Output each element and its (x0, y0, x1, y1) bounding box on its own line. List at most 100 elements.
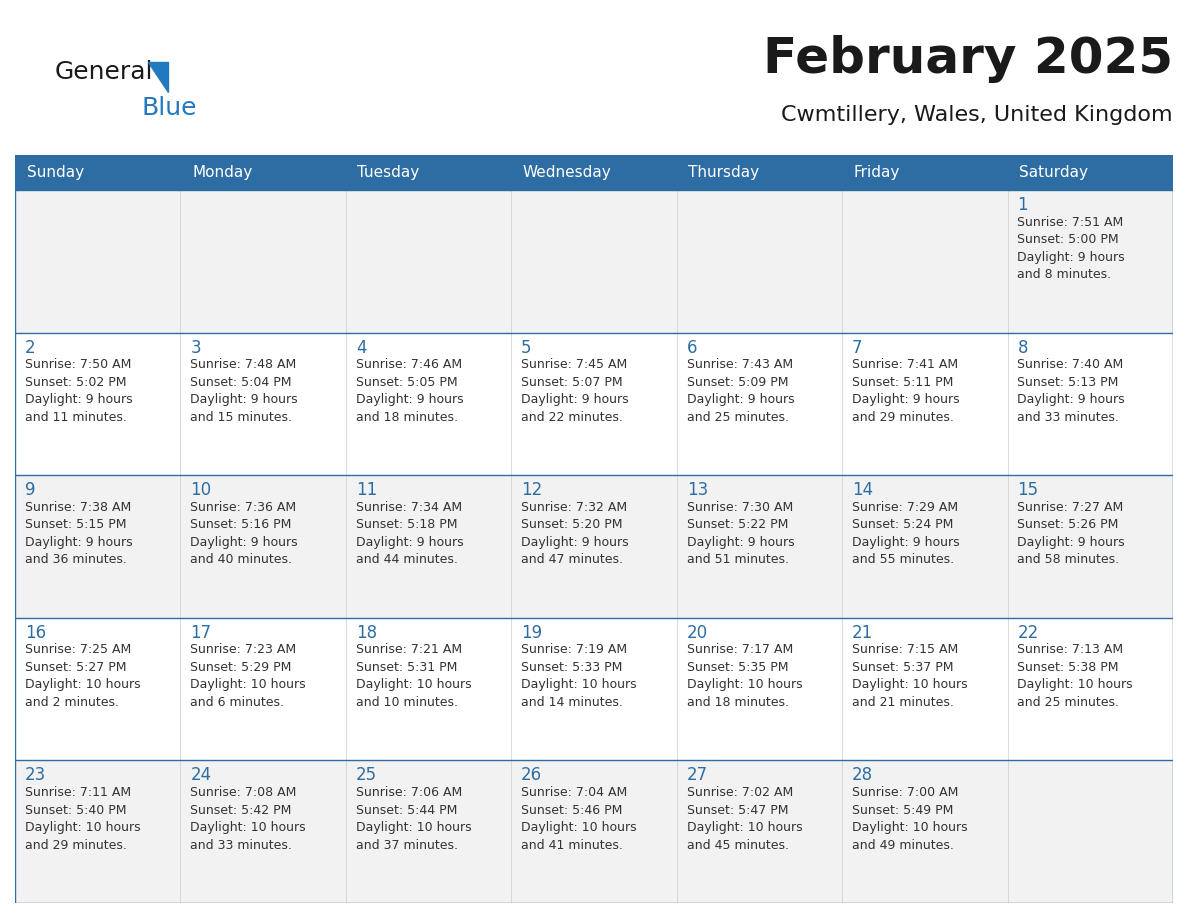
Text: 8: 8 (1017, 339, 1028, 356)
Text: 9: 9 (25, 481, 36, 499)
Text: 27: 27 (687, 767, 708, 784)
Text: Cwmtillery, Wales, United Kingdom: Cwmtillery, Wales, United Kingdom (782, 105, 1173, 125)
Bar (677, 618, 842, 760)
Text: Sunrise: 7:19 AM
Sunset: 5:33 PM
Daylight: 10 hours
and 14 minutes.: Sunrise: 7:19 AM Sunset: 5:33 PM Dayligh… (522, 644, 637, 709)
Bar (677, 190, 842, 332)
Text: 17: 17 (190, 624, 211, 642)
Bar (346, 618, 511, 760)
Text: Sunrise: 7:21 AM
Sunset: 5:31 PM
Daylight: 10 hours
and 10 minutes.: Sunrise: 7:21 AM Sunset: 5:31 PM Dayligh… (355, 644, 472, 709)
Bar (842, 476, 1007, 618)
Bar (346, 190, 511, 332)
Bar (346, 332, 511, 476)
Bar (1007, 190, 1173, 332)
Text: Sunrise: 7:02 AM
Sunset: 5:47 PM
Daylight: 10 hours
and 45 minutes.: Sunrise: 7:02 AM Sunset: 5:47 PM Dayligh… (687, 786, 802, 852)
Bar (842, 618, 1007, 760)
Text: 26: 26 (522, 767, 543, 784)
Text: 14: 14 (852, 481, 873, 499)
Bar (181, 760, 346, 903)
Text: Sunrise: 7:23 AM
Sunset: 5:29 PM
Daylight: 10 hours
and 6 minutes.: Sunrise: 7:23 AM Sunset: 5:29 PM Dayligh… (190, 644, 307, 709)
Text: Sunrise: 7:46 AM
Sunset: 5:05 PM
Daylight: 9 hours
and 18 minutes.: Sunrise: 7:46 AM Sunset: 5:05 PM Dayligh… (355, 358, 463, 424)
Text: Sunday: Sunday (26, 165, 83, 180)
Text: Sunrise: 7:30 AM
Sunset: 5:22 PM
Daylight: 9 hours
and 51 minutes.: Sunrise: 7:30 AM Sunset: 5:22 PM Dayligh… (687, 501, 795, 566)
Text: Sunrise: 7:34 AM
Sunset: 5:18 PM
Daylight: 9 hours
and 44 minutes.: Sunrise: 7:34 AM Sunset: 5:18 PM Dayligh… (355, 501, 463, 566)
Text: Sunrise: 7:40 AM
Sunset: 5:13 PM
Daylight: 9 hours
and 33 minutes.: Sunrise: 7:40 AM Sunset: 5:13 PM Dayligh… (1017, 358, 1125, 424)
Text: Tuesday: Tuesday (358, 165, 419, 180)
Text: 20: 20 (687, 624, 708, 642)
Text: Saturday: Saturday (1019, 165, 1088, 180)
Text: General: General (55, 60, 153, 84)
Text: Monday: Monday (192, 165, 252, 180)
Text: Sunrise: 7:51 AM
Sunset: 5:00 PM
Daylight: 9 hours
and 8 minutes.: Sunrise: 7:51 AM Sunset: 5:00 PM Dayligh… (1017, 216, 1125, 281)
Bar (1007, 760, 1173, 903)
Text: Sunrise: 7:27 AM
Sunset: 5:26 PM
Daylight: 9 hours
and 58 minutes.: Sunrise: 7:27 AM Sunset: 5:26 PM Dayligh… (1017, 501, 1125, 566)
Text: Sunrise: 7:15 AM
Sunset: 5:37 PM
Daylight: 10 hours
and 21 minutes.: Sunrise: 7:15 AM Sunset: 5:37 PM Dayligh… (852, 644, 968, 709)
Bar (346, 760, 511, 903)
Text: Sunrise: 7:08 AM
Sunset: 5:42 PM
Daylight: 10 hours
and 33 minutes.: Sunrise: 7:08 AM Sunset: 5:42 PM Dayligh… (190, 786, 307, 852)
Bar (181, 476, 346, 618)
Text: Thursday: Thursday (688, 165, 759, 180)
Text: 16: 16 (25, 624, 46, 642)
Text: 2: 2 (25, 339, 36, 356)
Bar (15, 618, 181, 760)
Text: Sunrise: 7:25 AM
Sunset: 5:27 PM
Daylight: 10 hours
and 2 minutes.: Sunrise: 7:25 AM Sunset: 5:27 PM Dayligh… (25, 644, 140, 709)
Bar (677, 476, 842, 618)
Bar (15, 760, 181, 903)
Text: Sunrise: 7:04 AM
Sunset: 5:46 PM
Daylight: 10 hours
and 41 minutes.: Sunrise: 7:04 AM Sunset: 5:46 PM Dayligh… (522, 786, 637, 852)
Bar (511, 476, 677, 618)
Text: 15: 15 (1017, 481, 1038, 499)
Bar (1007, 155, 1173, 190)
Text: 23: 23 (25, 767, 46, 784)
Bar (842, 332, 1007, 476)
Bar (511, 155, 677, 190)
Bar (511, 332, 677, 476)
Text: Sunrise: 7:11 AM
Sunset: 5:40 PM
Daylight: 10 hours
and 29 minutes.: Sunrise: 7:11 AM Sunset: 5:40 PM Dayligh… (25, 786, 140, 852)
Bar (15, 155, 181, 190)
Text: Sunrise: 7:32 AM
Sunset: 5:20 PM
Daylight: 9 hours
and 47 minutes.: Sunrise: 7:32 AM Sunset: 5:20 PM Dayligh… (522, 501, 628, 566)
Text: 13: 13 (687, 481, 708, 499)
Bar (15, 190, 181, 332)
Text: 21: 21 (852, 624, 873, 642)
Text: Sunrise: 7:43 AM
Sunset: 5:09 PM
Daylight: 9 hours
and 25 minutes.: Sunrise: 7:43 AM Sunset: 5:09 PM Dayligh… (687, 358, 795, 424)
Bar (15, 476, 181, 618)
Text: Blue: Blue (143, 96, 197, 120)
Bar (842, 190, 1007, 332)
Text: Sunrise: 7:06 AM
Sunset: 5:44 PM
Daylight: 10 hours
and 37 minutes.: Sunrise: 7:06 AM Sunset: 5:44 PM Dayligh… (355, 786, 472, 852)
Bar (181, 190, 346, 332)
Text: Sunrise: 7:45 AM
Sunset: 5:07 PM
Daylight: 9 hours
and 22 minutes.: Sunrise: 7:45 AM Sunset: 5:07 PM Dayligh… (522, 358, 628, 424)
Bar (346, 476, 511, 618)
Text: 1: 1 (1017, 196, 1028, 214)
Bar (677, 760, 842, 903)
Bar (511, 190, 677, 332)
Text: 19: 19 (522, 624, 543, 642)
Bar (346, 155, 511, 190)
Text: Wednesday: Wednesday (523, 165, 612, 180)
Text: 4: 4 (355, 339, 366, 356)
Text: 11: 11 (355, 481, 377, 499)
Text: 10: 10 (190, 481, 211, 499)
Bar (15, 332, 181, 476)
Bar (677, 332, 842, 476)
Bar (1007, 476, 1173, 618)
Bar (181, 332, 346, 476)
Text: Sunrise: 7:00 AM
Sunset: 5:49 PM
Daylight: 10 hours
and 49 minutes.: Sunrise: 7:00 AM Sunset: 5:49 PM Dayligh… (852, 786, 968, 852)
Bar (181, 618, 346, 760)
Text: Sunrise: 7:41 AM
Sunset: 5:11 PM
Daylight: 9 hours
and 29 minutes.: Sunrise: 7:41 AM Sunset: 5:11 PM Dayligh… (852, 358, 960, 424)
Bar (1007, 618, 1173, 760)
Bar (181, 155, 346, 190)
Text: 7: 7 (852, 339, 862, 356)
Bar (1007, 332, 1173, 476)
Text: 22: 22 (1017, 624, 1038, 642)
Bar (842, 155, 1007, 190)
Text: 5: 5 (522, 339, 532, 356)
Bar (511, 760, 677, 903)
Text: 18: 18 (355, 624, 377, 642)
Text: Sunrise: 7:17 AM
Sunset: 5:35 PM
Daylight: 10 hours
and 18 minutes.: Sunrise: 7:17 AM Sunset: 5:35 PM Dayligh… (687, 644, 802, 709)
Text: Friday: Friday (854, 165, 901, 180)
Bar (511, 618, 677, 760)
Text: Sunrise: 7:38 AM
Sunset: 5:15 PM
Daylight: 9 hours
and 36 minutes.: Sunrise: 7:38 AM Sunset: 5:15 PM Dayligh… (25, 501, 133, 566)
Text: Sunrise: 7:29 AM
Sunset: 5:24 PM
Daylight: 9 hours
and 55 minutes.: Sunrise: 7:29 AM Sunset: 5:24 PM Dayligh… (852, 501, 960, 566)
Bar (842, 760, 1007, 903)
Text: February 2025: February 2025 (763, 35, 1173, 83)
Text: Sunrise: 7:50 AM
Sunset: 5:02 PM
Daylight: 9 hours
and 11 minutes.: Sunrise: 7:50 AM Sunset: 5:02 PM Dayligh… (25, 358, 133, 424)
Text: 6: 6 (687, 339, 697, 356)
